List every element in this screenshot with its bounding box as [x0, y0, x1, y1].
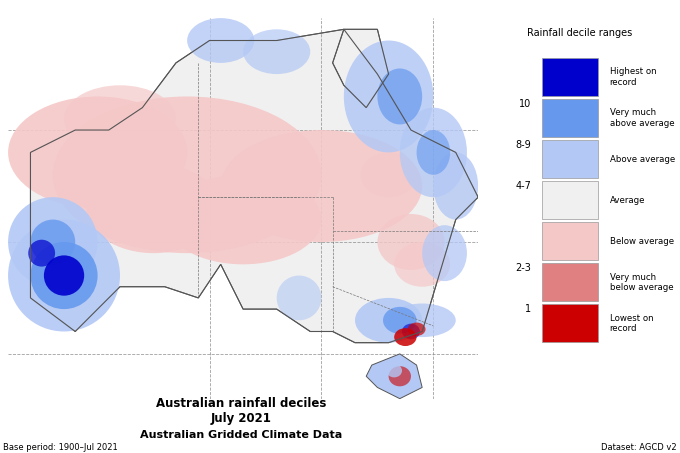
Polygon shape — [367, 354, 422, 399]
Polygon shape — [333, 29, 388, 108]
Ellipse shape — [377, 214, 445, 270]
Ellipse shape — [28, 240, 55, 266]
Ellipse shape — [8, 96, 187, 208]
Ellipse shape — [400, 108, 467, 197]
Ellipse shape — [344, 40, 433, 152]
Text: Rainfall decile ranges: Rainfall decile ranges — [527, 28, 632, 38]
Text: July 2021: July 2021 — [211, 412, 272, 425]
Text: Highest on
record: Highest on record — [609, 67, 656, 87]
Text: Very much
below average: Very much below average — [609, 273, 673, 292]
Bar — [542, 181, 598, 219]
Ellipse shape — [53, 96, 322, 253]
Text: Australian rainfall deciles: Australian rainfall deciles — [156, 397, 326, 410]
Text: 4-7: 4-7 — [515, 181, 531, 191]
Bar — [542, 99, 598, 137]
Ellipse shape — [355, 298, 422, 342]
Polygon shape — [31, 29, 478, 342]
Ellipse shape — [44, 255, 84, 296]
Ellipse shape — [243, 29, 310, 74]
Text: 10: 10 — [519, 99, 531, 109]
Ellipse shape — [31, 242, 98, 309]
Ellipse shape — [402, 323, 420, 339]
Ellipse shape — [165, 175, 322, 265]
Ellipse shape — [422, 225, 467, 281]
Ellipse shape — [417, 130, 450, 175]
Ellipse shape — [8, 220, 120, 332]
Text: 1: 1 — [525, 304, 531, 314]
Ellipse shape — [407, 323, 426, 336]
Ellipse shape — [433, 152, 478, 220]
Ellipse shape — [394, 242, 450, 287]
Text: Dataset: AGCD v2: Dataset: AGCD v2 — [601, 443, 677, 452]
Ellipse shape — [388, 366, 411, 386]
Text: Very much
above average: Very much above average — [609, 108, 675, 128]
Ellipse shape — [64, 85, 176, 152]
Text: Base period: 1900–Jul 2021: Base period: 1900–Jul 2021 — [3, 443, 118, 452]
Text: Australian Gridded Climate Data: Australian Gridded Climate Data — [140, 430, 343, 440]
Ellipse shape — [31, 220, 75, 265]
Bar — [542, 58, 598, 96]
Ellipse shape — [8, 197, 98, 287]
Text: 8-9: 8-9 — [515, 140, 531, 150]
Ellipse shape — [377, 68, 422, 125]
Ellipse shape — [388, 304, 456, 337]
Bar — [542, 263, 598, 301]
Ellipse shape — [388, 366, 411, 386]
Ellipse shape — [86, 164, 221, 253]
Ellipse shape — [277, 275, 322, 320]
Bar — [542, 222, 598, 260]
Text: Below average: Below average — [609, 236, 674, 246]
Ellipse shape — [386, 364, 402, 377]
Bar — [542, 140, 598, 178]
Ellipse shape — [221, 130, 422, 242]
Bar — [542, 304, 598, 342]
Text: 2-3: 2-3 — [515, 263, 531, 273]
Ellipse shape — [383, 307, 417, 334]
Ellipse shape — [360, 152, 417, 197]
Ellipse shape — [187, 18, 254, 63]
Text: Above average: Above average — [609, 154, 675, 164]
Text: Average: Average — [609, 196, 645, 205]
Ellipse shape — [394, 328, 417, 346]
Text: Lowest on
record: Lowest on record — [609, 313, 653, 333]
